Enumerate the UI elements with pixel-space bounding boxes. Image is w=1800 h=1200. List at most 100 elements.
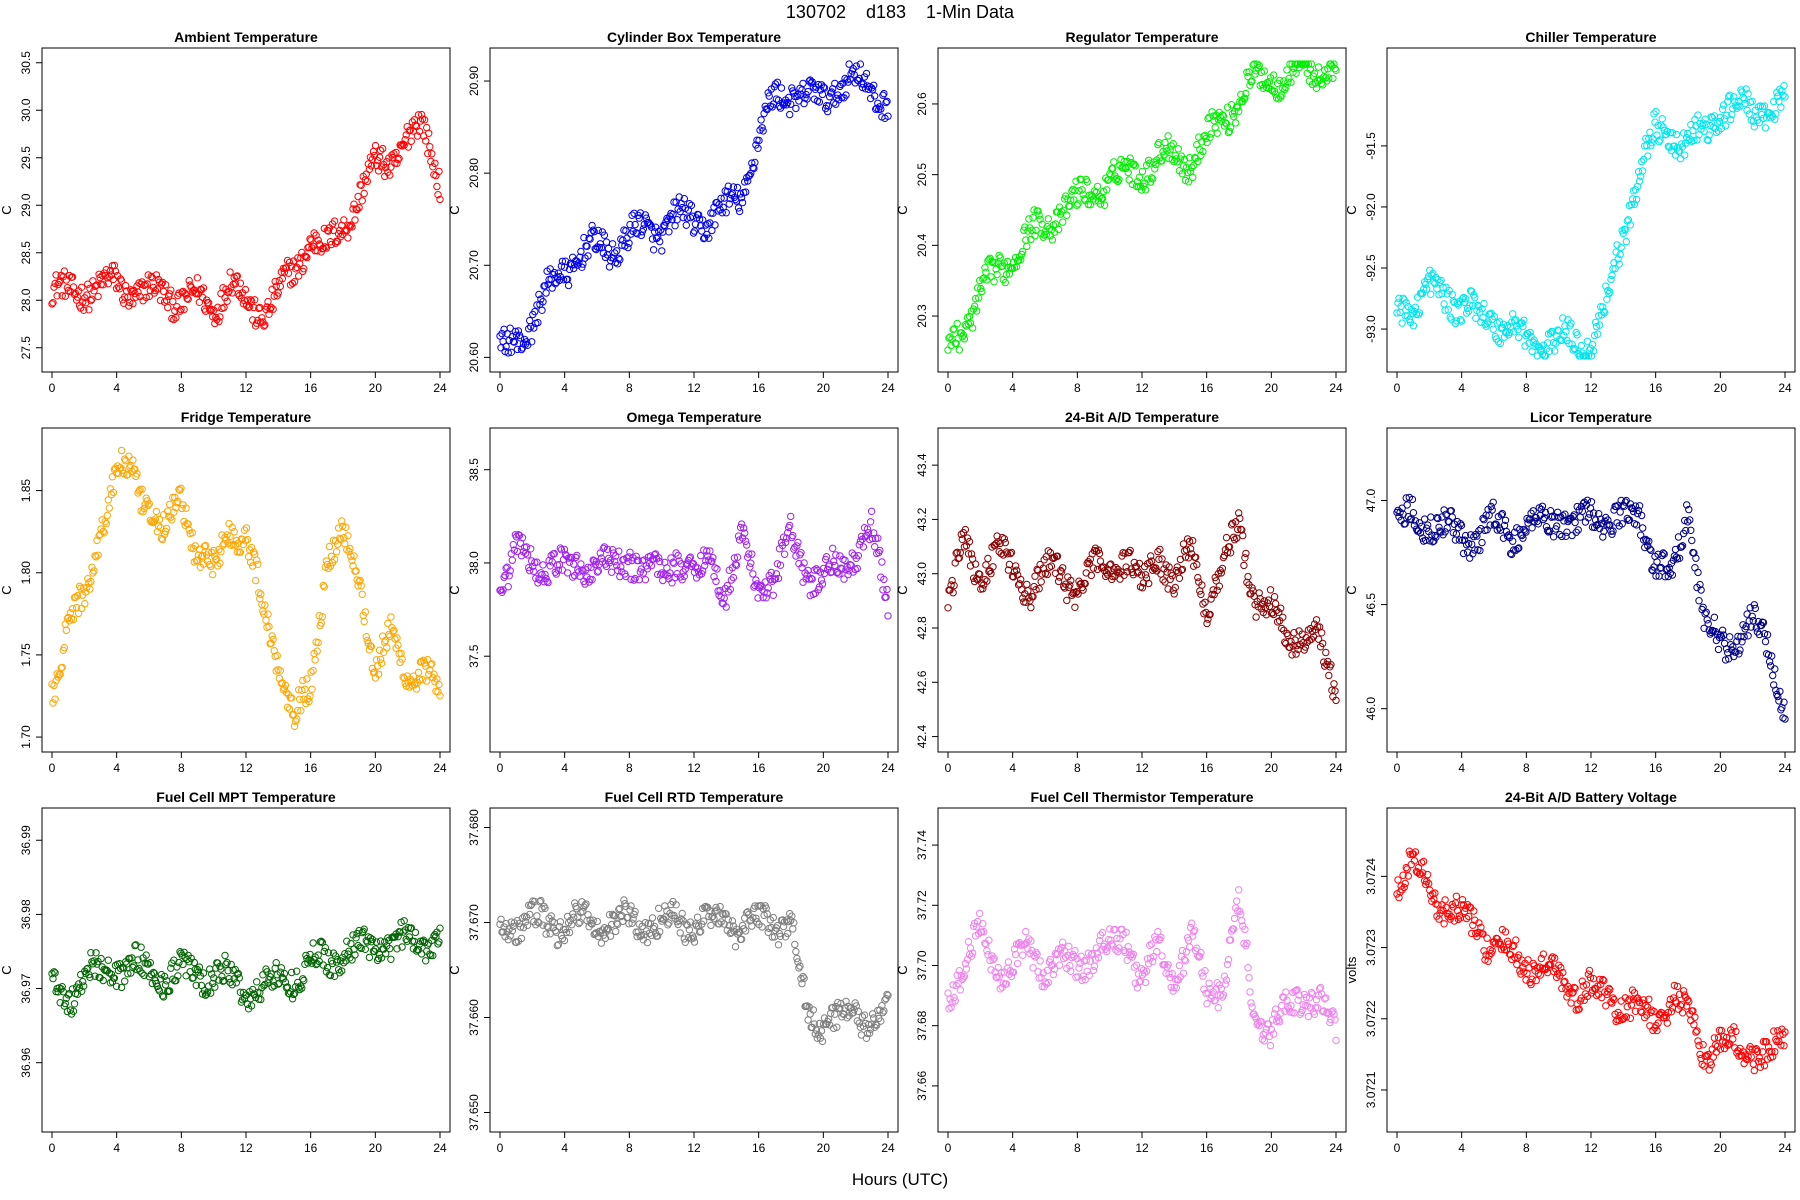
data-point [1532,976,1540,985]
data-point [1724,98,1732,106]
data-point [734,532,743,540]
data-point [145,973,154,981]
data-point [177,484,185,492]
data-point [1221,119,1230,127]
data-point [625,920,633,928]
data-point [169,297,177,306]
data-point [1284,78,1292,86]
data-point [794,538,802,547]
data-point [1071,603,1079,611]
data-point [599,249,608,257]
chart-title: Chiller Temperature [1525,29,1656,45]
data-point [1743,106,1751,115]
data-point [299,975,307,983]
data-point [1695,1041,1703,1050]
data-point [330,555,339,564]
data-point [387,955,395,963]
data-point [1606,288,1614,296]
data-point [1437,276,1445,285]
data-point [1440,300,1448,308]
data-point [83,291,91,299]
data-point [686,553,695,561]
data-point [1577,341,1586,350]
data-point [399,928,407,936]
data-point [1416,870,1425,878]
data-point [314,638,322,647]
data-point [252,576,260,585]
data-point [712,577,720,586]
data-point [1036,957,1044,965]
data-point [125,452,133,460]
data-point [665,919,673,927]
data-point [423,677,431,685]
data-point [1493,526,1502,534]
data-point [556,544,565,552]
x-tick-label: 16 [752,1141,766,1155]
data-point [773,78,782,87]
data-point [69,1007,78,1015]
data-point [949,325,957,334]
plot-frame [489,427,899,753]
data-point [1617,243,1625,252]
data-point [1292,69,1300,78]
data-point [1059,564,1067,572]
data-point [1708,113,1717,122]
data-point [117,446,126,455]
data-point [741,529,749,537]
plot-frame [1386,427,1796,753]
data-point [426,666,434,674]
data-point [1217,569,1226,577]
data-point [204,299,213,307]
data-point [1330,1010,1338,1018]
data-point [246,558,255,567]
data-point [1419,857,1428,866]
data-point [1606,986,1614,994]
chart-title: Fuel Cell MPT Temperature [156,789,336,805]
data-point [306,235,314,243]
data-point [865,1029,874,1038]
data-point [319,581,327,590]
data-point [157,280,166,288]
data-point [1427,290,1435,298]
data-point [818,90,827,99]
data-point [1055,961,1064,969]
data-point [1696,580,1704,589]
data-point [1641,1013,1649,1022]
data-point [530,324,538,332]
data-point [207,989,215,997]
data-point [1721,656,1730,664]
data-point [198,552,207,560]
data-point [1452,317,1461,325]
data-point [143,280,151,288]
data-point [808,575,816,583]
data-point [1741,99,1749,108]
data-point [228,523,236,532]
data-point [1169,140,1177,148]
y-axis-label: C [895,205,910,214]
data-point [1545,347,1554,355]
x-tick-label: 0 [497,761,504,775]
data-point [510,338,518,346]
data-point [516,923,525,931]
data-point [1600,527,1608,535]
data-point [82,969,90,978]
data-point [611,557,619,566]
data-point [1012,566,1021,574]
data-point [295,272,303,280]
data-point [1002,270,1011,279]
data-point [1710,1034,1719,1042]
data-point [1759,114,1768,123]
chart-title: Fuel Cell Thermistor Temperature [1030,789,1253,805]
data-point [718,910,726,918]
data-point [579,567,587,575]
data-point [1601,308,1609,317]
data-point [255,304,263,313]
data-point [1133,569,1142,577]
data-point [1587,352,1596,360]
data-point [1658,115,1666,123]
data-point [1124,943,1132,951]
data-point [1410,857,1419,865]
x-tick-label: 20 [1714,381,1728,395]
data-point [1098,194,1107,203]
data-point [104,496,113,504]
